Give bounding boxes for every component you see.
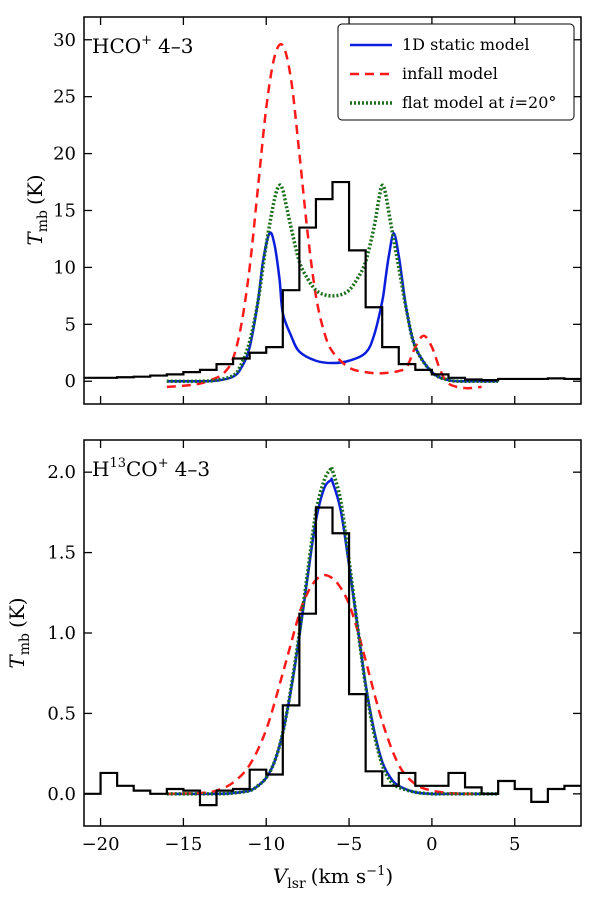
h13co-ticks: −20 −15 −10 −5 0 5 0.0 0.5 1.0 1.5 2.0 [47,440,581,855]
h13co-panel: −20 −15 −10 −5 0 5 0.0 0.5 1.0 1.5 2.0 H13CO+ 4–3 T… [5,439,582,892]
h13co-xtick-label: −5 [336,834,363,855]
hco-series-1d-static-model [166,231,499,383]
h13co-ytick-label: 2.0 [47,462,76,483]
h13co-series-infall-model [166,573,482,796]
h13co-ytick-label: 0.0 [47,784,76,805]
h13co-panel-title: H13CO+ 4–3 [92,456,210,481]
hco-ytick-label: 30 [53,30,76,51]
h13co-series-observed [84,506,581,807]
legend-label-infall: infall model [402,64,498,83]
hco-ytick-label: 5 [65,314,76,335]
h13co-ytick-label: 1.5 [47,543,76,564]
x-axis-label: Vlsr (km s−1) [273,864,393,892]
hco-panel-title: HCO+ 4–3 [92,33,194,58]
hco-ytick-label: 10 [53,257,76,278]
h13co-ytick-label: 0.5 [47,703,76,724]
h13co-series-group [84,465,581,807]
h13co-y-axis-label: Tmb(K) [5,597,33,668]
h13co-axes-frame [83,439,582,827]
h13co-xtick-label: −10 [247,834,285,855]
h13co-series-flat-model-at-i-20 [166,465,499,796]
hco-ytick-label: 25 [53,87,76,108]
legend-label-static: 1D static model [402,35,530,54]
hco-series-flat-model-at-i-20 [166,183,499,384]
legend-label-flat: flat model at i=20° [402,93,556,112]
hco-legend: 1D static model infall model flat model … [337,23,575,121]
h13co-xtick-label: 5 [509,834,520,855]
hco-series-observed [84,180,581,382]
hco-ytick-label: 15 [53,201,76,222]
hco-panel: 0 5 10 15 20 25 30 HCO+ 4–3 Tmb(K) 1D static mo… [23,16,582,405]
hco-ytick-label: 0 [65,371,76,392]
hco-series-group [84,42,581,390]
hco-y-axis-label: Tmb(K) [23,174,51,245]
legend-box [337,23,575,121]
h13co-xtick-label: −15 [164,834,202,855]
h13co-xtick-label: −20 [82,834,120,855]
hco-ytick-label: 20 [53,144,76,165]
h13co-ytick-label: 1.0 [47,623,76,644]
h13co-xtick-label: 0 [426,834,437,855]
